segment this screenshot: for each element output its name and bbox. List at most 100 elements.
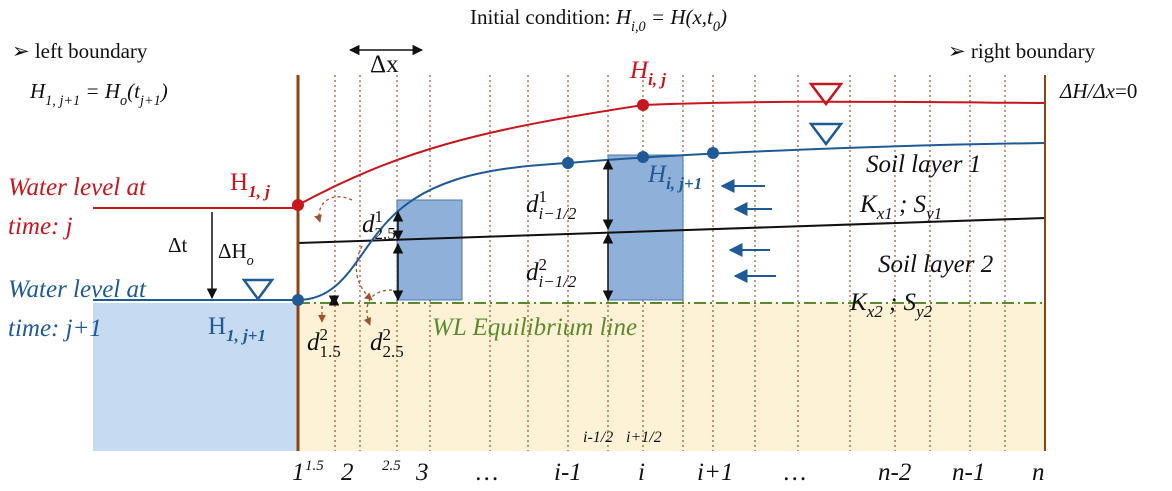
d-label: d2 1.5 bbox=[307, 325, 341, 361]
water-symbol bbox=[241, 278, 275, 302]
label-part: d bbox=[307, 329, 320, 356]
label-part: d bbox=[362, 211, 375, 238]
label-part: ΔH bbox=[218, 239, 247, 263]
label-part: (t bbox=[127, 79, 141, 103]
label-part: 1, j+1 bbox=[45, 93, 80, 109]
label-part: d bbox=[526, 259, 539, 286]
left-bc: H1, j+1 = Ho(tj+1) bbox=[29, 79, 168, 109]
label-part: j+1 bbox=[138, 93, 161, 109]
d-label: d1 2.5 bbox=[362, 207, 396, 243]
label-part: Initial condition: bbox=[470, 5, 616, 29]
h-1j1: H1, j+1 bbox=[208, 313, 266, 345]
left-boundary: ➢ left boundary bbox=[12, 39, 148, 63]
label-part: Water level at bbox=[8, 174, 147, 201]
label-part: Soil layer 1 bbox=[866, 151, 981, 178]
label-part: 1 bbox=[539, 187, 548, 206]
axis-label: … bbox=[476, 459, 498, 486]
label-part: H bbox=[208, 313, 226, 340]
label-part: Water level at bbox=[8, 276, 147, 303]
h-1j: H1, j bbox=[230, 169, 270, 201]
label-part: K bbox=[859, 191, 878, 218]
label-part: o bbox=[247, 253, 254, 269]
label-part: i-1/2 bbox=[583, 429, 613, 446]
axis-label: 3 bbox=[415, 459, 429, 486]
node bbox=[562, 157, 574, 169]
label-part: y1 bbox=[924, 204, 942, 223]
d-label: d1 i−1/2 bbox=[526, 187, 577, 223]
axis-label: n bbox=[1032, 459, 1045, 486]
label-part: 1 bbox=[375, 207, 384, 226]
half-node: i+1/2 bbox=[626, 429, 662, 446]
axis-label: 2.5 bbox=[382, 458, 401, 474]
label-part: H bbox=[629, 57, 650, 84]
label-part: i−1/2 bbox=[539, 204, 577, 223]
right-boundary: ➢ right boundary bbox=[948, 39, 1096, 63]
label-part: ; S bbox=[893, 191, 927, 218]
wl-j: Water level at bbox=[8, 174, 147, 201]
axis-label: i-1 bbox=[554, 459, 582, 486]
label-part: WL Equilibrium line bbox=[432, 314, 637, 341]
label-part: Δx bbox=[370, 51, 399, 78]
label-part: i, j bbox=[648, 70, 666, 89]
label-part: y2 bbox=[914, 302, 933, 321]
soil-layer-1: Soil layer 1 bbox=[866, 151, 981, 178]
soil-params-2: Kx2 ; Sy2 bbox=[849, 289, 933, 321]
title: Initial condition: Hi,0 = H(x,t0) bbox=[470, 5, 727, 35]
label-part: i, j+1 bbox=[666, 174, 702, 193]
wl-j1: Water level at bbox=[8, 276, 147, 303]
dho-label: ΔHo bbox=[218, 239, 254, 269]
wl-j: time: j bbox=[8, 213, 73, 240]
h-ij: Hi, j bbox=[629, 57, 666, 89]
equilibrium-label: WL Equilibrium line bbox=[432, 314, 637, 341]
axis-label: … bbox=[784, 459, 806, 486]
axis-label: n-2 bbox=[878, 459, 911, 486]
label-part: ; S bbox=[883, 289, 917, 316]
label-part: 1.5 bbox=[320, 342, 341, 361]
axis-label: n-1 bbox=[952, 459, 985, 486]
label-part: H bbox=[647, 161, 668, 188]
axis-label: 1.5 bbox=[305, 458, 324, 474]
soil-params-1: Kx1 ; Sy1 bbox=[859, 191, 942, 223]
soil-layer-2: Soil layer 2 bbox=[878, 251, 993, 278]
label-part: x2 bbox=[866, 302, 884, 321]
axis-label: i bbox=[638, 459, 645, 486]
node bbox=[707, 147, 719, 159]
axis-label: 1 bbox=[292, 459, 305, 486]
label-part: ) bbox=[160, 79, 168, 103]
water-symbol bbox=[808, 82, 844, 107]
left-water bbox=[93, 303, 298, 451]
axis-label: 2 bbox=[341, 459, 354, 486]
flux-bar bbox=[607, 154, 684, 301]
label-part: 2.5 bbox=[375, 224, 396, 243]
node bbox=[637, 99, 649, 111]
label-part: ) bbox=[719, 5, 727, 29]
label-part: K bbox=[849, 289, 868, 316]
label-part: ➢ right boundary bbox=[948, 39, 1096, 63]
label-part: 2 bbox=[539, 255, 548, 274]
label-part: 0 bbox=[713, 19, 720, 35]
label-part: d bbox=[370, 329, 383, 356]
label-part: = H(x,t bbox=[646, 5, 714, 29]
label-part: Soil layer 2 bbox=[878, 251, 993, 278]
node bbox=[292, 294, 304, 306]
label-part: H bbox=[615, 5, 633, 29]
label-part: i,0 bbox=[631, 19, 646, 35]
axis-label: i+1 bbox=[697, 459, 733, 486]
label-part: 2.5 bbox=[383, 342, 404, 361]
dt-label: Δt bbox=[168, 233, 188, 257]
right-bc: ΔH/Δx=0 bbox=[1059, 79, 1137, 103]
d-label: d2 i−1/2 bbox=[526, 255, 577, 291]
d-label: d2 2.5 bbox=[370, 325, 404, 361]
flow-arrows bbox=[720, 179, 776, 283]
water-level-j1 bbox=[93, 142, 1046, 301]
node bbox=[292, 199, 304, 211]
leader-arrows bbox=[314, 196, 393, 326]
label-part: =0 bbox=[1115, 79, 1137, 103]
label-part: 1, j bbox=[248, 182, 270, 201]
label-part: 2 bbox=[320, 325, 329, 344]
label-part: ΔH/Δx bbox=[1059, 79, 1116, 103]
label-part: x1 bbox=[876, 204, 893, 223]
node bbox=[637, 151, 649, 163]
layer-boundary bbox=[297, 217, 1046, 244]
